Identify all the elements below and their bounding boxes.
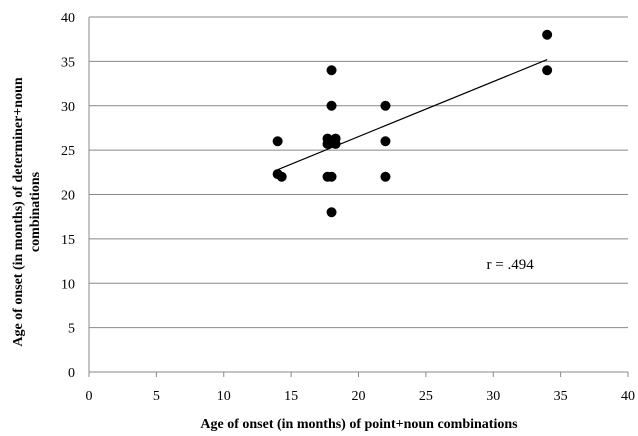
y-tick-label: 25: [61, 144, 75, 159]
x-tick-label: 40: [621, 389, 635, 404]
y-tick-label: 0: [68, 366, 75, 381]
y-tick-label: 5: [68, 322, 75, 337]
data-point: [326, 100, 337, 111]
x-tick-label: 35: [554, 389, 568, 404]
y-tick-label: 20: [61, 189, 75, 204]
y-tick-labels: 0 5 10 15 20 25 30 35 40: [61, 11, 75, 381]
data-point: [542, 29, 553, 40]
x-tick-labels: 0 5 10 15 20 25 30 35 40: [86, 372, 635, 404]
data-point: [326, 171, 337, 182]
data-point: [272, 136, 283, 147]
y-tick-label: 35: [61, 55, 75, 70]
x-tick-label: 30: [486, 389, 500, 404]
x-tick-label: 20: [352, 389, 366, 404]
data-point: [380, 171, 391, 182]
y-tick-label: 40: [61, 11, 75, 26]
x-tick-label: 15: [284, 389, 298, 404]
y-tick-label: 30: [61, 100, 75, 115]
gridlines: [88, 16, 628, 373]
x-tick-label: 10: [217, 389, 231, 404]
x-tick-label: 25: [419, 389, 433, 404]
trendline: [277, 59, 548, 171]
y-axis-title-line-2: combinations: [28, 171, 43, 252]
data-point: [380, 100, 391, 111]
y-axis-title-line-1: Age of onset (in months) of determiner+n…: [11, 77, 26, 347]
y-tick-label: 15: [61, 233, 75, 248]
x-tick-label: 5: [153, 389, 160, 404]
data-point: [380, 136, 391, 147]
y-tick-label: 10: [61, 277, 75, 292]
correlation-annotation: r = .494: [487, 257, 535, 273]
data-point: [326, 207, 337, 218]
data-point: [276, 171, 287, 182]
data-point: [330, 138, 341, 149]
x-axis-title: Age of onset (in months) of point+noun c…: [200, 417, 518, 432]
data-points: [272, 29, 553, 218]
data-point: [322, 138, 333, 149]
data-point: [326, 65, 337, 76]
x-tick-label: 0: [86, 389, 93, 404]
data-point: [542, 65, 553, 76]
